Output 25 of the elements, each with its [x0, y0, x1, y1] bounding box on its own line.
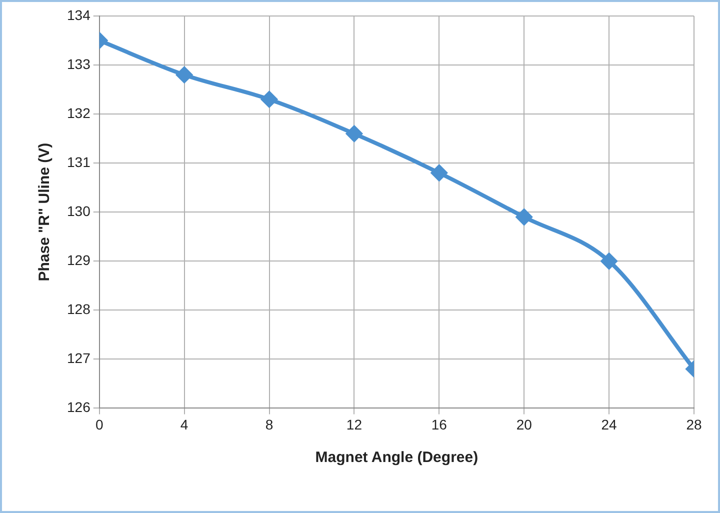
point — [261, 91, 278, 108]
y-tick-label: 132 — [67, 104, 91, 121]
x-tick-label: 28 — [686, 416, 702, 432]
point — [601, 253, 618, 270]
point — [176, 66, 192, 83]
x-axis-title: Magnet Angle (Degree) — [315, 449, 478, 466]
x-tick-label: 20 — [516, 416, 532, 432]
y-tick-label: 134 — [67, 6, 91, 23]
y-tick-label: 130 — [67, 202, 91, 219]
x-tick-label: 8 — [265, 416, 274, 432]
y-tick-label: 127 — [67, 350, 91, 366]
point — [346, 126, 362, 142]
x-tick-label: 16 — [431, 416, 448, 432]
x-tick-label: 0 — [95, 416, 104, 432]
y-axis-title: Phase "R" Uline (V) — [36, 142, 54, 282]
y-tick-label: 133 — [67, 56, 91, 72]
y-tick-label: 129 — [67, 252, 91, 268]
x-tick-label: 24 — [601, 416, 618, 432]
y-tick-label: 126 — [67, 399, 91, 416]
y-tick-label: 128 — [67, 301, 91, 318]
y-tick-label: 131 — [67, 154, 91, 170]
point — [516, 209, 532, 226]
x-tick-label: 4 — [180, 416, 188, 432]
x-tick-label: 12 — [346, 416, 362, 432]
point — [431, 164, 448, 181]
